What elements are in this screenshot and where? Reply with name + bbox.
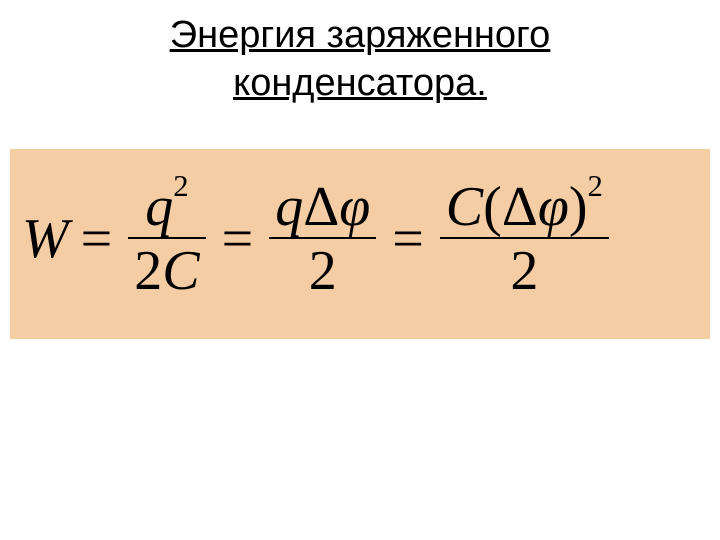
frac1-denominator: 2C	[128, 239, 205, 299]
var-C-1: C	[162, 240, 199, 302]
equals-2: =	[222, 207, 254, 271]
rparen: )	[569, 176, 588, 238]
title-underline: Энергия заряженного конденсатора	[170, 14, 550, 104]
equals-3: =	[392, 207, 424, 271]
formula-container: W = q2 2C = qΔφ 2 = C(Δφ)2	[10, 149, 710, 339]
fraction-3: C(Δφ)2 2	[440, 179, 609, 299]
var-q-2: q	[275, 176, 303, 238]
exp-q2: 2	[173, 169, 188, 203]
delta-1: Δ	[303, 176, 339, 238]
frac3-numerator: C(Δφ)2	[440, 179, 609, 237]
frac2-denominator: 2	[303, 239, 343, 299]
title-line1: Энергия заряженного	[170, 14, 550, 56]
energy-formula: W = q2 2C = qΔφ 2 = C(Δφ)2	[22, 167, 698, 311]
page-title: Энергия заряженного конденсатора.	[0, 0, 720, 107]
fraction-2: qΔφ 2	[269, 179, 376, 299]
var-q-1: q	[145, 176, 173, 238]
frac2-numerator: qΔφ	[269, 179, 376, 237]
den-2-1: 2	[134, 240, 162, 302]
delta-2: Δ	[502, 176, 538, 238]
frac1-numerator: q2	[139, 179, 194, 237]
var-W: W	[22, 207, 69, 271]
title-trailing: .	[476, 62, 487, 104]
phi-1: φ	[339, 176, 370, 238]
equals-1: =	[81, 207, 113, 271]
var-C-2: C	[446, 176, 483, 238]
den-2-3: 2	[510, 240, 538, 302]
exp-dphi2: 2	[587, 169, 602, 203]
den-2-2: 2	[309, 240, 337, 302]
phi-2: φ	[538, 176, 569, 238]
title-line2: конденсатора	[233, 62, 476, 104]
frac3-denominator: 2	[504, 239, 544, 299]
lparen: (	[483, 176, 502, 238]
fraction-1: q2 2C	[128, 179, 205, 299]
